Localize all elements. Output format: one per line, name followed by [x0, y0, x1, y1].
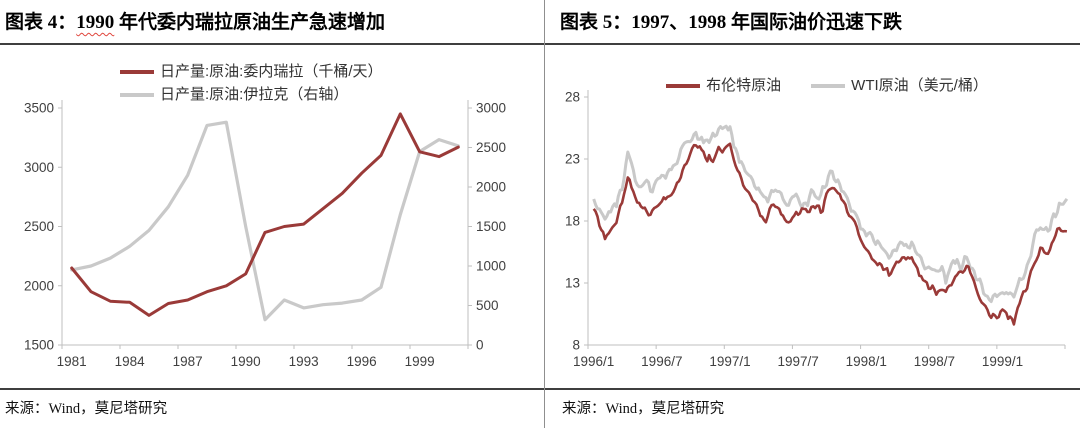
legend-label-iraq: 日产量:原油:伊拉克（右轴） [160, 86, 349, 103]
legend-label-brent: 布伦特原油 [706, 77, 782, 94]
iraq-production-line [70, 120, 460, 322]
x-tick-label: 1990 [231, 354, 261, 369]
x-tick-label: 1997/1 [709, 354, 750, 369]
y-tick-label: 8 [572, 338, 580, 353]
left-y-tick-label: 1500 [24, 338, 54, 353]
right-y-tick-label: 2000 [476, 180, 506, 195]
x-tick-label: 1984 [115, 354, 146, 369]
brent-line-swatch-icon [666, 83, 701, 88]
y-tick-label: 13 [565, 276, 580, 291]
y-tick-label: 23 [565, 152, 580, 167]
legend-item-wti: WTI原油（美元/桶） [811, 74, 988, 97]
figure-4-legend: 日产量:原油:委内瑞拉（千桶/天） 日产量:原油:伊拉克（右轴） [120, 60, 383, 106]
figure-4-caption-prefix: 图表 4： [5, 12, 77, 33]
left-y-tick-label: 2000 [24, 278, 54, 293]
legend-item-iraq: 日产量:原油:伊拉克（右轴） [120, 83, 383, 106]
right-y-tick-label: 0 [476, 338, 484, 353]
figure-5-caption-prefix: 图表 5： [560, 12, 632, 33]
figure-4-source: 来源：Wind，莫尼塔研究 [5, 401, 168, 417]
figure-4-caption: 图表 4：1990 年代委内瑞拉原油生产急速增加 [5, 7, 385, 34]
figure-5-caption-suffix: 1997、1998 年国际油价迅速下跌 [631, 12, 903, 33]
x-tick-label: 1999/1 [982, 354, 1023, 369]
x-tick-label: 1996 [347, 354, 377, 369]
column-divider-rule [544, 0, 545, 428]
venezuela-line-swatch-icon [120, 69, 154, 74]
x-tick-label: 1998/1 [846, 354, 887, 369]
brent-price-line [592, 142, 1068, 326]
x-tick-label: 1997/7 [777, 354, 818, 369]
legend-label-wti: WTI原油（美元/桶） [851, 77, 988, 94]
x-tick-label: 1987 [173, 354, 203, 369]
x-tick-label: 1998/7 [914, 354, 955, 369]
venezuela-production-line [70, 112, 460, 317]
x-tick-label: 1999 [405, 354, 435, 369]
iraq-line-swatch-icon [120, 92, 154, 97]
figure-5-source: 来源：Wind，莫尼塔研究 [562, 401, 725, 417]
right-y-tick-label: 1500 [476, 219, 506, 234]
right-y-tick-label: 2500 [476, 140, 506, 155]
figure-4-chart: 1500 2000 2500 3000 3500 0 500 1000 1500 2000 2500… [24, 100, 506, 369]
left-y-tick-label: 2500 [24, 219, 54, 234]
y-tick-label: 18 [565, 214, 580, 229]
x-tick-label: 1996/7 [641, 354, 682, 369]
x-tick-label: 1996/1 [573, 354, 614, 369]
left-y-tick-label: 3000 [24, 160, 54, 175]
figure-5-panel: 图表 5：1997、1998 年国际油价迅速下跌 8 13 18 23 28 1996/1… [540, 0, 1080, 428]
legend-item-brent: 布伦特原油 [666, 74, 781, 97]
figure-5-legend: 布伦特原油 WTI原油（美元/桶） [588, 74, 1066, 97]
y-tick-label: 28 [565, 90, 580, 105]
right-y-tick-label: 500 [476, 298, 499, 313]
left-y-tick-label: 3500 [24, 101, 54, 116]
figure-5-caption: 图表 5：1997、1998 年国际油价迅速下跌 [560, 7, 902, 34]
wti-line-swatch-icon [811, 83, 846, 88]
caption-divider-rule [0, 43, 1080, 45]
figure-4-panel: 图表 4：1990 年代委内瑞拉原油生产急速增加 1500 2000 2500 300… [5, 7, 506, 417]
legend-item-venezuela: 日产量:原油:委内瑞拉（千桶/天） [120, 60, 383, 83]
legend-label-venezuela: 日产量:原油:委内瑞拉（千桶/天） [160, 63, 383, 80]
figure-4-caption-spellcheck-text: 1990 [76, 12, 115, 33]
figure-5-chart: 8 13 18 23 28 1996/1 1996/7 1997/1 1997/7 1998/1 1… [565, 90, 1069, 369]
figure-4-caption-suffix: 年代委内瑞拉原油生产急速增加 [114, 12, 386, 33]
right-y-tick-label: 3000 [476, 101, 506, 116]
source-divider-rule [0, 388, 1080, 390]
x-tick-label: 1981 [57, 354, 87, 369]
wti-price-line [592, 124, 1069, 304]
right-y-tick-label: 1000 [476, 259, 506, 274]
x-tick-label: 1993 [289, 354, 319, 369]
